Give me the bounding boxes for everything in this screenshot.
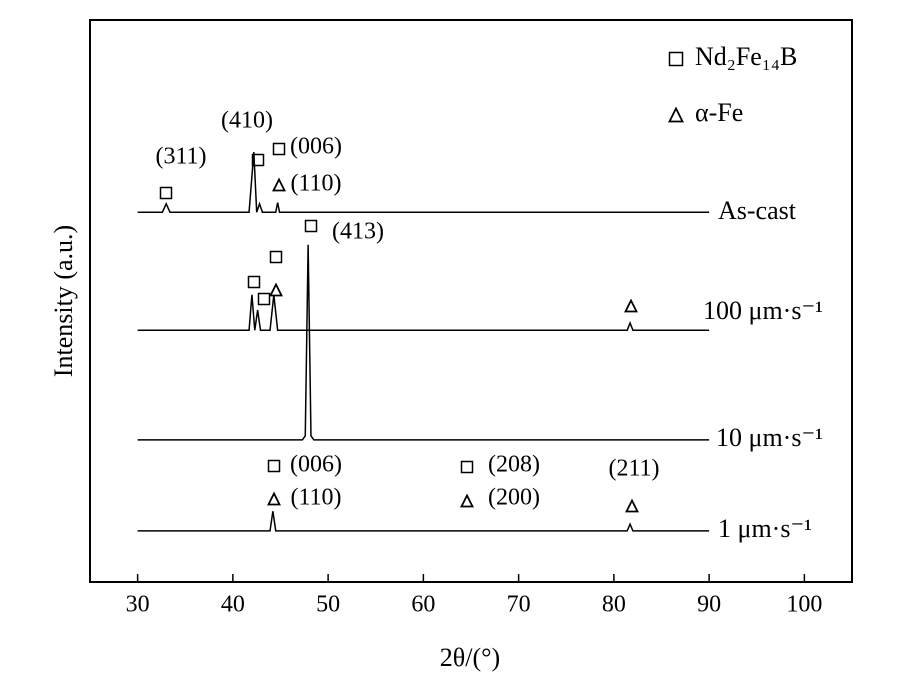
square-marker [304, 219, 318, 233]
x-tick-label: 100 [786, 592, 822, 618]
legend-label: Nd₂Fe₁₄B [695, 42, 797, 71]
square-marker [668, 51, 684, 67]
x-tick-label: 30 [126, 592, 150, 618]
square-marker [247, 275, 261, 289]
plot-frame [89, 19, 853, 583]
x-tick-label: 50 [316, 592, 340, 618]
peak-label: (211) [608, 456, 659, 482]
square-marker [460, 460, 474, 474]
x-axis-label: 2θ/(°) [440, 643, 500, 672]
peak-label: (006) [290, 452, 342, 478]
x-tick-label: 40 [221, 592, 245, 618]
legend-label: α-Fe [695, 98, 743, 127]
peak-label: (200) [488, 485, 540, 511]
peak-label: (110) [290, 485, 341, 511]
triangle-marker [460, 493, 474, 508]
peak-label: (208) [488, 452, 540, 478]
xrd-trace [137, 294, 710, 331]
peak-label: (110) [290, 171, 341, 197]
square-marker [267, 459, 281, 473]
triangle-marker [625, 498, 639, 513]
peak-label: (006) [290, 134, 342, 160]
x-tick-label: 90 [697, 592, 721, 618]
triangle-marker [624, 298, 638, 313]
series-label: As-cast [718, 196, 797, 225]
square-marker [159, 186, 173, 200]
triangle-marker [269, 282, 283, 297]
peak-label: (410) [221, 108, 273, 134]
xrd-trace [137, 511, 710, 532]
x-tick-label: 80 [602, 592, 626, 618]
triangle-marker [668, 106, 684, 123]
square-marker [251, 153, 265, 167]
square-marker [272, 142, 286, 156]
triangle-marker [272, 177, 286, 192]
peak-label: (413) [332, 219, 384, 245]
triangle-marker [267, 491, 281, 506]
series-label: 1 μm·s⁻¹ [718, 514, 812, 543]
series-label: 10 μm·s⁻¹ [716, 423, 823, 452]
xrd-trace [137, 244, 710, 441]
square-marker [257, 292, 271, 306]
xrd-trace [137, 152, 710, 213]
x-tick-label: 60 [411, 592, 435, 618]
square-marker [269, 250, 283, 264]
x-tick-label: 70 [507, 592, 531, 618]
y-axis-label: Intensity (a.u.) [49, 225, 78, 377]
series-label: 100 μm·s⁻¹ [703, 296, 823, 325]
peak-label: (311) [155, 144, 206, 170]
